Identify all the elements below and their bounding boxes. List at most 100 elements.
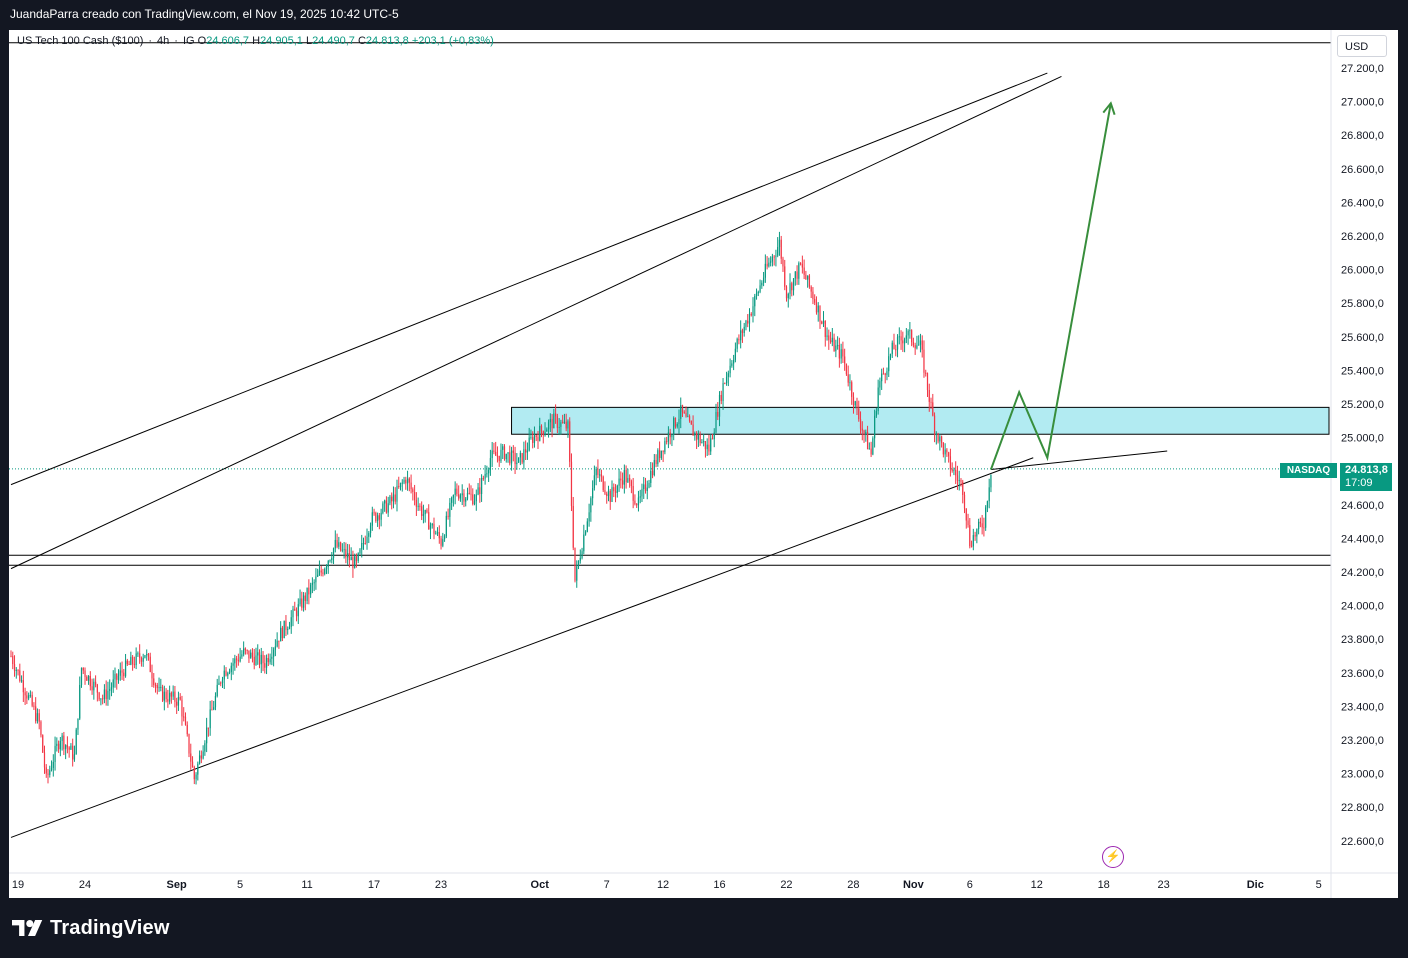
candle <box>281 627 284 639</box>
candle <box>905 335 907 339</box>
candle <box>540 425 543 432</box>
candle <box>725 376 728 384</box>
candle <box>80 667 83 686</box>
candle <box>338 542 340 547</box>
candle <box>711 438 714 440</box>
x-tick-label: 28 <box>847 879 859 891</box>
candle <box>747 320 749 324</box>
candle <box>669 432 671 438</box>
x-tick-label: Oct <box>531 879 550 891</box>
currency-selector[interactable]: USD <box>1337 35 1387 57</box>
candle <box>135 653 137 666</box>
candle <box>82 667 84 671</box>
candle <box>981 523 983 528</box>
candle <box>100 698 102 700</box>
candle <box>302 595 305 608</box>
candle <box>554 413 557 417</box>
resistance-zone <box>511 406 1330 435</box>
candle <box>588 512 590 522</box>
candle <box>454 488 456 496</box>
candle <box>792 278 795 291</box>
candle <box>167 699 169 702</box>
candle <box>89 675 91 687</box>
candle <box>290 617 292 627</box>
candle <box>181 699 183 717</box>
candle <box>639 496 641 498</box>
chart-area[interactable]: 27.200,0 27.000,0 26.800,0 26.600,0 26.400,0… <box>9 30 1398 898</box>
candle <box>451 497 453 503</box>
candle <box>567 421 569 429</box>
candle <box>429 525 432 530</box>
candle <box>165 691 167 700</box>
candle <box>911 330 913 343</box>
candle <box>475 494 477 502</box>
candle <box>272 649 275 657</box>
candle <box>410 482 412 490</box>
candle <box>701 441 703 443</box>
candle <box>151 671 153 679</box>
candle <box>426 510 428 513</box>
candle <box>710 438 712 452</box>
candle <box>762 277 765 283</box>
candle <box>928 389 930 402</box>
candle <box>597 468 599 475</box>
tradingview-logo: TradingView <box>12 916 170 940</box>
x-tick-label: 12 <box>1031 879 1043 891</box>
candle <box>139 653 141 659</box>
candle <box>412 489 414 493</box>
candle <box>697 434 699 440</box>
candle <box>525 449 527 453</box>
candle <box>405 479 407 484</box>
y-tick-label: 22.600,0 <box>1341 836 1384 848</box>
candle <box>357 553 359 561</box>
candle <box>387 503 389 513</box>
candle <box>461 493 463 496</box>
lightning-icon[interactable]: ⚡ <box>1102 846 1124 868</box>
candle <box>976 529 978 537</box>
candle <box>881 373 883 382</box>
candle <box>482 478 484 480</box>
candle <box>392 494 395 502</box>
candle <box>930 401 932 403</box>
candle <box>722 383 724 402</box>
legend-high: 24.905,1 <box>260 35 303 47</box>
candle <box>133 664 135 666</box>
bar-countdown: 17:09 <box>1345 477 1373 489</box>
projection-arrowhead <box>1102 101 1116 115</box>
candle <box>368 533 370 537</box>
candle <box>821 321 823 324</box>
candle <box>20 680 23 682</box>
candle <box>50 767 53 771</box>
candle <box>817 305 819 313</box>
candle <box>68 747 70 750</box>
candle <box>114 673 116 680</box>
candle <box>493 450 495 452</box>
y-tick-label: 26.200,0 <box>1341 231 1384 243</box>
candle <box>512 450 514 453</box>
candle <box>216 684 218 697</box>
candle <box>919 340 922 345</box>
candle <box>706 444 708 450</box>
symbol-legend[interactable]: US Tech 100 Cash ($100) · 4h · IG O24.606,7 … <box>17 35 494 47</box>
candle <box>935 433 937 436</box>
price-chart[interactable]: 27.200,0 27.000,0 26.800,0 26.600,0 26.400,0… <box>9 30 1398 898</box>
y-tick-label: 24.600,0 <box>1341 500 1384 512</box>
candle <box>24 692 26 696</box>
candle <box>731 363 733 366</box>
candle <box>193 767 195 780</box>
candle <box>658 450 661 458</box>
candle <box>609 490 611 502</box>
candle <box>311 582 314 585</box>
candle <box>879 381 881 388</box>
candle <box>470 493 472 495</box>
candle <box>584 531 587 535</box>
candle <box>921 340 923 350</box>
candle <box>893 342 895 350</box>
candle <box>814 299 816 303</box>
candle <box>422 514 425 516</box>
candle <box>606 493 608 497</box>
candle <box>341 549 343 551</box>
legend-close: 24.813,8 <box>365 35 409 47</box>
candle <box>371 512 373 526</box>
candle <box>332 548 335 558</box>
